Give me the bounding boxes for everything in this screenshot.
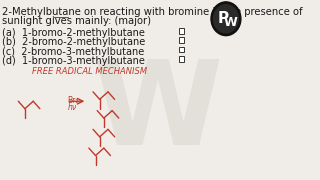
Text: (a)  1-bromo-2-methylbutane: (a) 1-bromo-2-methylbutane (2, 28, 145, 38)
Text: (d)  1-bromo-3-methylbutane: (d) 1-bromo-3-methylbutane (2, 56, 145, 66)
Text: 2-Methylbutane on reacting with bromine in the presence of: 2-Methylbutane on reacting with bromine … (2, 8, 302, 17)
Text: FREE RADICAL MECHANISM: FREE RADICAL MECHANISM (32, 68, 147, 76)
Text: Br₂: Br₂ (67, 96, 79, 105)
Bar (179, 47, 184, 53)
Bar (179, 28, 184, 34)
Circle shape (211, 2, 241, 36)
Circle shape (213, 5, 238, 33)
Text: (b)  2-bromo-2-methylbutane: (b) 2-bromo-2-methylbutane (2, 37, 145, 48)
Text: sunlight gives mainly: (major): sunlight gives mainly: (major) (2, 16, 151, 26)
Text: (c)  2-bromo-3-methylbutane: (c) 2-bromo-3-methylbutane (2, 47, 144, 57)
Text: W: W (223, 16, 237, 29)
Bar (179, 56, 184, 62)
Bar (179, 37, 184, 43)
Text: P: P (218, 11, 229, 26)
Text: hν: hν (67, 103, 76, 112)
Text: W: W (93, 55, 223, 170)
